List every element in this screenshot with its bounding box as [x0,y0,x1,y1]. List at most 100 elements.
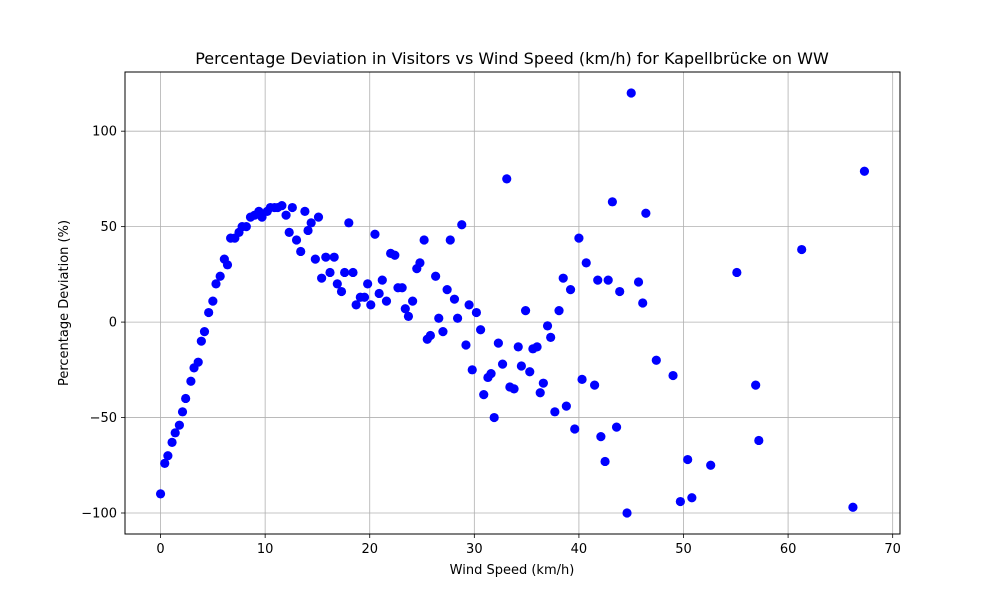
x-tick-label: 60 [780,542,797,557]
data-point [574,233,584,243]
data-point [186,376,196,386]
data-point [638,298,648,308]
data-point [310,254,320,264]
data-point [359,292,370,302]
data-point [546,332,556,342]
data-point [675,496,685,507]
data-point [211,279,221,289]
data-point [390,250,400,260]
x-tick-label: 30 [466,542,483,557]
data-point [204,307,214,318]
data-point [457,220,467,230]
y-tick-label: 0 [109,316,117,331]
data-point [344,218,354,228]
data-point [174,420,184,430]
data-point [177,407,188,417]
data-point [397,283,407,293]
data-point [593,275,603,285]
data-point [431,271,441,281]
data-point [287,202,297,213]
data-point [160,458,170,468]
data-point [550,407,560,417]
x-tick-label: 10 [257,542,274,557]
data-point [622,508,632,518]
data-point [170,428,180,438]
data-point [542,321,553,331]
data-point [317,273,327,283]
data-point [859,166,870,176]
data-point [493,338,503,348]
data-point [403,311,414,321]
data-point [332,279,342,289]
data-point [340,267,350,278]
data-point [321,252,331,262]
data-point [419,235,429,245]
data-point [291,235,302,245]
y-tick-label: −50 [90,411,117,426]
data-point [284,227,294,237]
data-point [513,342,523,352]
x-tick-label: 20 [361,542,378,557]
data-point [797,244,807,255]
data-point [600,456,610,467]
y-axis-label: Percentage Deviation (%) [57,220,72,386]
x-tick-label: 0 [156,542,164,557]
data-point [848,502,858,512]
data-point [155,489,166,499]
data-point [486,369,496,379]
y-tick-label: 50 [100,220,117,235]
data-point [306,218,316,228]
data-point [570,424,580,434]
data-point [193,357,203,367]
data-point [181,393,191,404]
data-point [497,359,508,369]
data-point [336,286,347,297]
data-point [581,258,591,268]
data-point [329,252,339,262]
data-point [471,307,482,318]
data-point [476,325,486,335]
data-point [467,365,477,375]
data-point [196,336,206,346]
data-point [668,370,678,381]
data-point [442,285,452,295]
data-point [199,327,210,337]
data-point [520,306,531,316]
data-point [525,367,535,377]
data-point [167,437,177,447]
data-point [163,451,173,461]
data-point [208,296,218,306]
data-point [565,285,576,295]
data-point [479,390,489,400]
data-point [449,294,460,304]
data-point [577,374,587,384]
data-point [641,208,651,218]
data-point [615,286,625,297]
data-point [532,342,542,352]
data-point [415,258,425,268]
data-points [155,88,870,518]
data-point [538,378,548,388]
data-point [296,246,306,257]
data-point [535,388,545,398]
data-point [611,422,622,432]
data-point [607,197,617,207]
data-point [381,296,392,306]
data-point [425,330,435,341]
data-point [222,260,233,270]
data-point [434,313,444,323]
data-point [303,225,313,236]
data-point [215,271,225,281]
data-point [363,279,373,289]
data-point [651,355,661,365]
data-point [554,306,564,316]
data-point [509,384,519,394]
data-point [626,88,636,98]
x-axis-ticks: 0 10 20 30 40 50 60 70 [156,534,901,557]
x-tick-label: 50 [675,542,692,557]
data-point [603,275,613,285]
data-point [374,288,384,299]
data-point [277,201,287,211]
data-point [325,267,335,278]
